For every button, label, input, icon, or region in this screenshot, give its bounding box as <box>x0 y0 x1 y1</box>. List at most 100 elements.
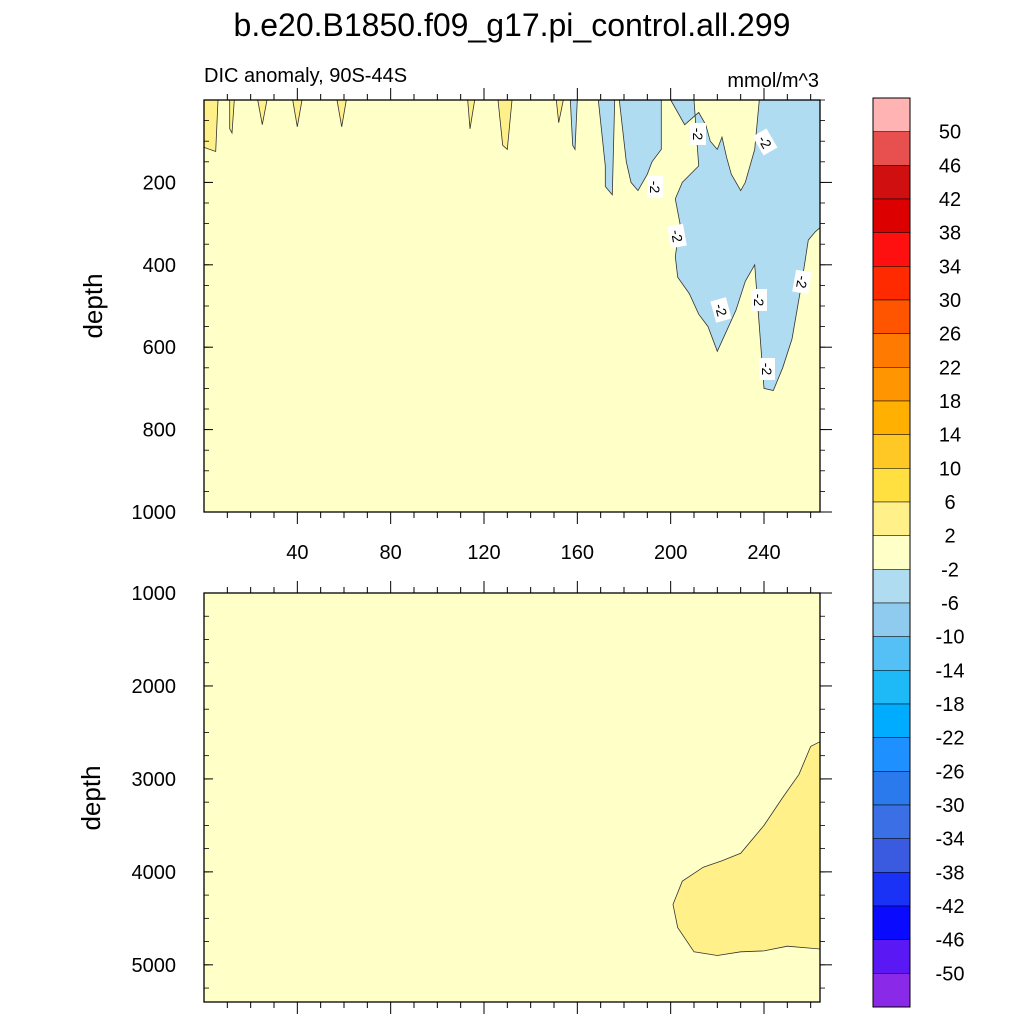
colorbar-label-9: 14 <box>939 425 961 447</box>
colorbar-box-17 <box>872 670 911 705</box>
contour-label-text-0: -2 <box>690 128 706 141</box>
upper-ylabel: depth <box>78 273 108 338</box>
contour-label-bg-6 <box>710 297 732 323</box>
colorbar-box-23 <box>872 872 911 907</box>
contour-label-2: -2 <box>647 176 663 198</box>
contour-label-bg-3 <box>667 223 687 249</box>
contour-label-text-2: -2 <box>647 181 663 194</box>
colorbar-label-19: -26 <box>936 761 965 783</box>
lower-ytick-label-0: 1000 <box>132 583 177 605</box>
upper-contour-region-10 <box>618 99 662 192</box>
colorbar-label-21: -34 <box>936 829 965 851</box>
colorbar-box-18 <box>872 703 911 738</box>
lower-panel: 1000 2000 3000 4000 5000 depth <box>76 581 832 1014</box>
upper-panel: -2 -2 -2 -2 -2 -2 -2 -2 200 400 600 800 1000 40 80 120… <box>78 88 832 564</box>
chart-title: b.e20.B1850.f09_g17.pi_control.all.299 <box>234 7 791 43</box>
colorbar-box-7 <box>872 333 911 368</box>
colorbar-box-21 <box>872 804 911 839</box>
colorbar-box-20 <box>872 771 911 806</box>
colorbar-box-24 <box>872 905 911 940</box>
contour-label-bg-4 <box>792 269 812 295</box>
lower-ytick-label-1: 2000 <box>132 676 177 698</box>
colorbar-box-22 <box>872 838 911 873</box>
upper-xtick-label-5: 240 <box>747 542 780 564</box>
contour-label-7: -2 <box>759 358 775 380</box>
contour-label-bg-2 <box>647 176 663 198</box>
colorbar-box-4 <box>872 232 911 267</box>
contour-label-text-7: -2 <box>759 363 775 376</box>
colorbar-box-11 <box>872 468 911 503</box>
lower-axis-ticks: 1000 2000 3000 4000 5000 <box>132 581 832 1014</box>
colorbar-label-4: 34 <box>939 256 961 278</box>
colorbar-label-25: -50 <box>936 963 965 985</box>
colorbar-label-0: 50 <box>939 122 961 144</box>
contour-label-0: -2 <box>690 123 706 145</box>
contour-label-5: -2 <box>751 289 767 311</box>
lower-contour-region-0 <box>672 741 821 956</box>
lower-frame <box>203 592 821 1003</box>
contour-label-text-4: -2 <box>793 274 811 289</box>
colorbar-box-14 <box>872 569 911 604</box>
upper-ytick-label-1: 400 <box>143 255 176 277</box>
lower-ytick-label-3: 4000 <box>132 862 177 884</box>
upper-ytick-label-2: 600 <box>143 337 176 359</box>
colorbar-label-18: -22 <box>936 728 965 750</box>
colorbar-box-19 <box>872 737 911 772</box>
contour-label-6: -2 <box>710 297 732 323</box>
colorbar-box-16 <box>872 636 911 671</box>
upper-xtick-label-1: 80 <box>380 542 402 564</box>
colorbar-label-6: 26 <box>939 324 961 346</box>
colorbar-label-16: -14 <box>936 660 965 682</box>
contour-label-bg-7 <box>759 358 775 380</box>
colorbar-label-1: 46 <box>939 155 961 177</box>
colorbar-box-1 <box>872 131 911 166</box>
colorbar: 50 46 42 38 34 30 26 22 18 14 10 6 2 -2 -6 -10 -14 -18 -22… <box>872 97 965 1008</box>
upper-ytick-label-0: 200 <box>143 172 176 194</box>
contour-label-bg-0 <box>690 123 706 145</box>
colorbar-label-15: -10 <box>936 627 965 649</box>
lower-ytick-label-2: 3000 <box>132 769 177 791</box>
colorbar-label-10: 10 <box>939 458 961 480</box>
colorbar-box-10 <box>872 434 911 469</box>
colorbar-label-23: -42 <box>936 896 965 918</box>
colorbar-label-13: -2 <box>941 559 959 581</box>
contour-label-4: -2 <box>792 269 812 295</box>
upper-xtick-label-3: 160 <box>561 542 594 564</box>
upper-axis-ticks: 200 400 600 800 1000 40 80 120 160 200 240 <box>132 88 832 564</box>
contour-label-bg-5 <box>751 289 767 311</box>
upper-contour-region-0 <box>203 99 219 153</box>
colorbar-box-6 <box>872 299 911 334</box>
colorbar-label-24: -46 <box>936 930 965 952</box>
colorbar-box-0 <box>872 97 911 132</box>
contour-label-bg-1 <box>752 128 778 156</box>
contour-label-3: -2 <box>667 223 687 249</box>
upper-contour-labels: -2 -2 -2 -2 -2 -2 -2 -2 <box>647 123 812 380</box>
colorbar-label-11: 6 <box>944 492 955 514</box>
colorbar-box-2 <box>872 165 911 200</box>
contour-label-1: -2 <box>752 128 778 156</box>
upper-xtick-label-0: 40 <box>286 542 308 564</box>
colorbar-label-2: 42 <box>939 189 961 211</box>
colorbar-label-7: 22 <box>939 357 961 379</box>
colorbar-label-12: 2 <box>944 526 955 548</box>
upper-xtick-label-2: 120 <box>467 542 500 564</box>
colorbar-label-5: 30 <box>939 290 961 312</box>
units-label: mmol/m^3 <box>727 70 819 92</box>
lower-ytick-label-4: 5000 <box>132 955 177 977</box>
colorbar-box-3 <box>872 198 911 233</box>
colorbar-box-12 <box>872 501 911 536</box>
upper-ytick-label-4: 1000 <box>132 502 177 524</box>
upper-ytick-label-3: 800 <box>143 420 176 442</box>
colorbar-frame <box>872 97 911 1008</box>
upper-frame <box>203 99 821 513</box>
upper-contour-regions <box>203 99 821 391</box>
colorbar-label-20: -30 <box>936 795 965 817</box>
colorbar-box-25 <box>872 939 911 974</box>
colorbar-label-22: -38 <box>936 862 965 884</box>
colorbar-label-14: -6 <box>941 593 959 615</box>
lower-ylabel: depth <box>76 765 106 830</box>
colorbar-box-9 <box>872 400 911 435</box>
colorbar-label-17: -18 <box>936 694 965 716</box>
colorbar-box-5 <box>872 266 911 301</box>
